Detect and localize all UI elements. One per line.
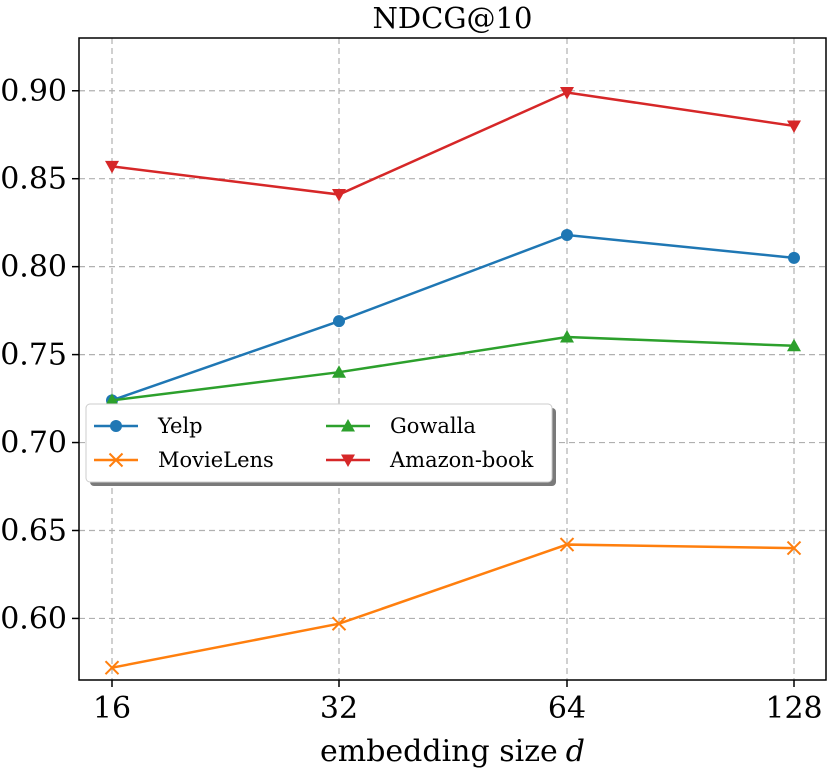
data-point-gowalla	[105, 393, 119, 406]
series-movielens	[104, 537, 802, 675]
x-tick-label: 16	[93, 691, 131, 726]
data-point-amazon-book	[332, 189, 346, 202]
legend-item-amazon-book: Amazon-book	[326, 448, 534, 472]
legend-item-movielens: MovieLens	[94, 448, 274, 472]
data-point-amazon-book	[787, 120, 801, 133]
y-tick-label: 0.85	[0, 162, 67, 197]
data-point-yelp	[333, 315, 345, 328]
data-point-movielens-stroke	[104, 660, 120, 675]
series-line-yelp	[111, 233, 795, 402]
y-tick-label: 0.90	[0, 74, 67, 109]
x-axis-label: embedding size d	[320, 734, 585, 769]
y-tick-label: 0.65	[0, 513, 67, 548]
legend-label-amazon-book: Amazon-book	[389, 448, 534, 472]
y-tick-label: 0.80	[0, 250, 67, 285]
legend-label-gowalla: Gowalla	[390, 414, 476, 438]
plot-frame	[78, 37, 827, 681]
y-tick-label: 0.60	[0, 601, 67, 636]
data-point-gowalla	[560, 330, 574, 343]
data-point-movielens	[786, 540, 802, 556]
x-tick-label: 32	[320, 691, 358, 726]
legend-label-yelp: Yelp	[157, 414, 203, 438]
series-line-gowalla	[111, 335, 795, 402]
data-point-movielens	[331, 616, 347, 631]
y-tick-label: 0.75	[0, 338, 67, 373]
data-point-movielens-stroke	[786, 540, 802, 556]
series-layer	[104, 87, 802, 675]
x-tick-label: 128	[765, 691, 822, 726]
series-amazon-book	[105, 87, 801, 202]
legend-label-movielens: MovieLens	[158, 448, 274, 472]
data-point-amazon-book	[560, 87, 574, 100]
data-point-yelp	[788, 251, 800, 264]
legend-marker-movielens-stroke	[108, 452, 124, 468]
legend-item-yelp: Yelp	[94, 414, 203, 438]
series-line-movielens	[111, 543, 795, 669]
tick-layer: 16 32 64 128 0.60 0.65 0.70 0.75 0.80 0.85 0.90	[0, 74, 822, 726]
legend-item-gowalla: Gowalla	[326, 414, 476, 438]
y-tick-label: 0.70	[0, 426, 67, 461]
legend: Yelp MovieLens Gowalla Amazon-book	[85, 403, 556, 486]
x-tick-label: 64	[548, 691, 586, 726]
x-axis-label-var: d	[566, 734, 585, 769]
legend-box	[85, 403, 553, 483]
data-point-movielens	[104, 660, 120, 675]
data-point-movielens-stroke	[331, 616, 347, 631]
series-line-amazon-book	[111, 91, 795, 196]
data-point-amazon-book	[105, 160, 119, 174]
data-point-movielens	[559, 537, 575, 552]
legend-marker-gowalla	[341, 419, 355, 432]
data-point-gowalla	[787, 338, 801, 352]
data-point-movielens-stroke	[559, 537, 575, 552]
legend-marker-movielens	[108, 452, 124, 468]
legend-marker-yelp	[110, 420, 122, 432]
series-gowalla	[105, 330, 801, 406]
series-yelp	[106, 228, 800, 407]
x-axis-label-text: embedding size	[320, 734, 558, 769]
data-point-yelp	[561, 228, 573, 241]
chart-title: NDCG@10	[373, 1, 533, 35]
data-point-gowalla	[332, 365, 346, 378]
legend-marker-amazon-book	[341, 454, 355, 467]
